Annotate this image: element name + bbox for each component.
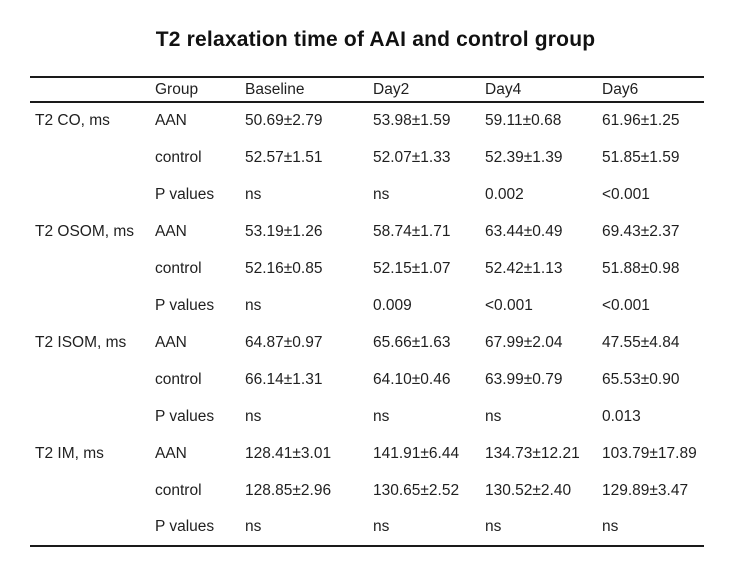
row-label	[30, 509, 155, 546]
value-cell: 65.53±0.90	[602, 370, 680, 388]
row-label	[30, 250, 155, 287]
value-cell: 47.55±4.84	[602, 333, 680, 351]
header-row: Group Baseline Day2 Day4 Day6	[30, 77, 704, 102]
value-cell: 130.65±2.52	[373, 481, 460, 499]
value-cell: <0.001	[602, 296, 650, 314]
value-cell: ns	[245, 296, 262, 314]
value-cell: 63.99±0.79	[485, 370, 563, 388]
row-label	[30, 176, 155, 213]
table-row: P values ns ns 0.002 <0.001	[30, 176, 704, 213]
row-label	[30, 287, 155, 324]
table-row: T2 CO, ms AAN 50.69±2.79 53.98±1.59 59.1…	[30, 102, 704, 139]
table-row: P values ns 0.009 <0.001 <0.001	[30, 287, 704, 324]
value-cell: 103.79±17.89	[602, 444, 697, 462]
value-cell: 0.009	[373, 296, 412, 314]
value-cell: 141.91±6.44	[373, 444, 460, 462]
column-header-day4: Day4	[485, 80, 522, 98]
group-cell: control	[155, 481, 202, 499]
group-cell: control	[155, 259, 202, 277]
table-header: Group Baseline Day2 Day4 Day6	[30, 77, 704, 102]
row-label: T2 OSOM, ms	[35, 222, 135, 240]
row-label	[30, 398, 155, 435]
group-cell: AAN	[155, 222, 187, 240]
value-cell: 51.88±0.98	[602, 259, 680, 277]
group-cell: AAN	[155, 333, 187, 351]
value-cell: 52.39±1.39	[485, 148, 563, 166]
value-cell: 50.69±2.79	[245, 112, 323, 129]
row-label: T2 ISOM, ms	[35, 333, 127, 351]
table-row: control 52.16±0.85 52.15±1.07 52.42±1.13…	[30, 250, 704, 287]
value-cell: 52.15±1.07	[373, 259, 451, 277]
row-label: T2 IM, ms	[35, 444, 104, 462]
value-cell: ns	[373, 518, 390, 535]
value-cell: 52.16±0.85	[245, 259, 323, 277]
value-cell: ns	[602, 518, 619, 535]
value-cell: 59.11±0.68	[485, 112, 562, 129]
group-cell: control	[155, 370, 202, 388]
chart-title: T2 relaxation time of AAI and control gr…	[155, 28, 596, 51]
table-row: T2 ISOM, ms AAN 64.87±0.97 65.66±1.63 67…	[30, 324, 704, 361]
value-cell: 130.52±2.40	[485, 481, 572, 499]
row-label: T2 CO, ms	[35, 112, 110, 129]
value-cell: ns	[245, 518, 262, 535]
group-cell: AAN	[155, 112, 187, 129]
value-cell: 61.96±1.25	[602, 112, 680, 129]
column-header-group: Group	[155, 80, 199, 98]
group-cell: P values	[155, 518, 215, 535]
value-cell: 53.19±1.26	[245, 222, 323, 240]
value-cell: 64.87±0.97	[245, 333, 323, 351]
row-label	[30, 472, 155, 509]
value-cell: ns	[245, 185, 262, 203]
value-cell: 66.14±1.31	[245, 370, 323, 388]
group-cell: AAN	[155, 444, 187, 462]
value-cell: ns	[485, 407, 502, 425]
table-row: P values ns ns ns ns	[30, 509, 704, 546]
value-cell: 52.57±1.51	[245, 148, 323, 166]
value-cell: 129.89±3.47	[602, 481, 689, 499]
group-cell: P values	[155, 407, 215, 425]
row-label	[30, 361, 155, 398]
value-cell: 0.002	[485, 185, 524, 203]
value-cell: 64.10±0.46	[373, 370, 451, 388]
value-cell: 67.99±2.04	[485, 333, 563, 351]
value-cell: 128.85±2.96	[245, 481, 332, 499]
group-cell: control	[155, 148, 202, 166]
value-cell: ns	[485, 518, 502, 535]
value-cell: 58.74±1.71	[373, 222, 451, 240]
table-row: control 66.14±1.31 64.10±0.46 63.99±0.79…	[30, 361, 704, 398]
value-cell: <0.001	[485, 296, 533, 314]
table-body: T2 CO, ms AAN 50.69±2.79 53.98±1.59 59.1…	[30, 102, 704, 546]
value-cell: 65.66±1.63	[373, 333, 451, 351]
column-header-rowlabel	[30, 77, 155, 102]
data-table: Group Baseline Day2 Day4 Day6 T2 CO, ms …	[30, 76, 704, 547]
table-row: control 52.57±1.51 52.07±1.33 52.39±1.39…	[30, 139, 704, 176]
value-cell: ns	[373, 407, 390, 425]
group-cell: P values	[155, 296, 215, 314]
row-label	[30, 139, 155, 176]
value-cell: ns	[373, 185, 390, 203]
column-header-baseline: Baseline	[245, 80, 305, 98]
table-row: control 128.85±2.96 130.65±2.52 130.52±2…	[30, 472, 704, 509]
value-cell: 0.013	[602, 407, 641, 425]
table-row: P values ns ns ns 0.013	[30, 398, 704, 435]
value-cell: 53.98±1.59	[373, 112, 451, 129]
value-cell: ns	[245, 407, 262, 425]
value-cell: <0.001	[602, 185, 650, 203]
table-row: T2 IM, ms AAN 128.41±3.01 141.91±6.44 13…	[30, 435, 704, 472]
table-row: T2 OSOM, ms AAN 53.19±1.26 58.74±1.71 63…	[30, 213, 704, 250]
value-cell: 134.73±12.21	[485, 444, 580, 462]
value-cell: 52.42±1.13	[485, 259, 563, 277]
value-cell: 128.41±3.01	[245, 444, 332, 462]
value-cell: 51.85±1.59	[602, 148, 680, 166]
value-cell: 52.07±1.33	[373, 148, 451, 166]
value-cell: 69.43±2.37	[602, 222, 680, 240]
group-cell: P values	[155, 185, 215, 203]
column-header-day2: Day2	[373, 80, 410, 98]
column-header-day6: Day6	[602, 80, 639, 98]
value-cell: 63.44±0.49	[485, 222, 563, 240]
